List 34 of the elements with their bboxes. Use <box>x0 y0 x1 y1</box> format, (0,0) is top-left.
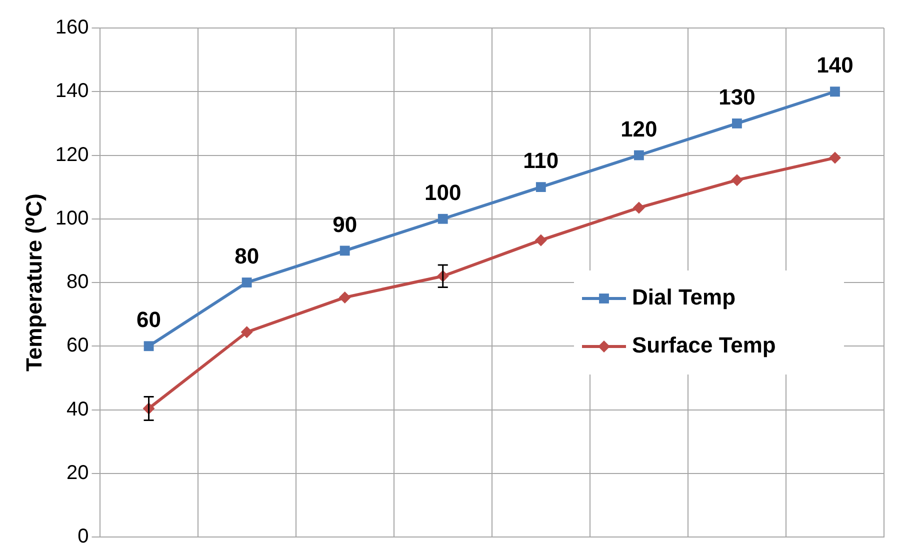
point <box>438 214 448 224</box>
point <box>828 152 841 164</box>
y-tick-label: 140 <box>55 80 89 102</box>
data-label: 140 <box>816 52 854 78</box>
y-tick-label: 80 <box>66 271 89 294</box>
y-tick-label: 60 <box>66 334 89 357</box>
point <box>534 234 547 246</box>
data-label: 110 <box>523 148 559 174</box>
point <box>340 246 350 256</box>
y-tick-label: 20 <box>66 462 89 484</box>
point <box>634 150 644 160</box>
data-label: 60 <box>136 307 162 332</box>
legend-label: Dial Temp <box>632 284 736 310</box>
point <box>240 326 253 338</box>
point <box>536 182 546 192</box>
y-tick-label: 40 <box>66 398 89 420</box>
legend-label: Surface Temp <box>632 332 776 358</box>
data-label: 100 <box>424 180 462 205</box>
point <box>632 202 645 214</box>
y-tick-label: 0 <box>78 526 89 548</box>
y-axis-title: Temperature (⁰C) <box>21 194 46 372</box>
data-label: 90 <box>332 212 358 237</box>
point <box>730 174 743 186</box>
point <box>242 278 252 288</box>
y-tick-label: 160 <box>55 16 89 39</box>
data-label: 130 <box>718 84 756 110</box>
y-tick-label: 100 <box>55 207 89 230</box>
point <box>732 118 742 128</box>
point <box>144 341 154 352</box>
data-label: 120 <box>620 116 658 142</box>
data-label: 80 <box>234 244 260 269</box>
point <box>830 86 840 97</box>
point <box>338 291 351 304</box>
y-tick-label: 120 <box>55 144 89 166</box>
